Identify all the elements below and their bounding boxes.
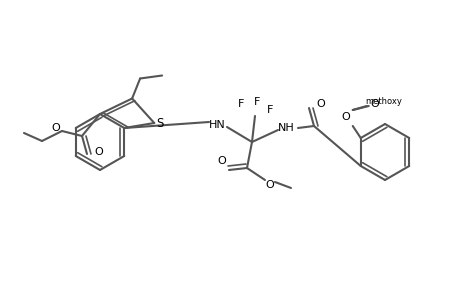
Text: NH: NH [277, 123, 294, 133]
Text: O: O [265, 180, 274, 190]
Text: O: O [217, 156, 226, 166]
Text: O: O [341, 112, 349, 122]
Text: methoxy: methoxy [364, 97, 401, 106]
Text: F: F [253, 97, 260, 107]
Text: HN: HN [208, 120, 225, 130]
Text: O: O [316, 99, 325, 109]
Text: O: O [51, 123, 60, 133]
Text: O: O [369, 99, 378, 109]
Text: S: S [156, 116, 163, 130]
Text: O: O [95, 147, 103, 157]
Text: F: F [266, 105, 273, 115]
Text: F: F [237, 99, 244, 109]
